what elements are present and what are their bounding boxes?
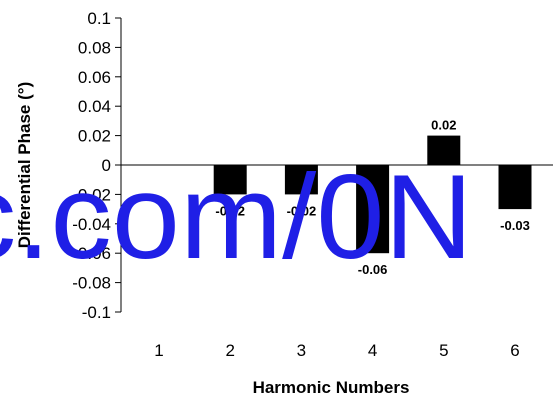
bars — [213, 135, 532, 254]
data-label: -0.02 — [287, 203, 317, 218]
x-tick-label: 6 — [510, 341, 519, 360]
y-tick-label: -0.1 — [82, 303, 111, 322]
y-tick-label: 0.02 — [78, 127, 111, 146]
y-tick-label: 0 — [102, 156, 111, 175]
y-tick-label: 0.08 — [78, 38, 111, 57]
bar — [284, 165, 318, 195]
x-tick-label: 1 — [154, 341, 163, 360]
x-tick-label: 5 — [439, 341, 448, 360]
x-axis-title: Harmonic Numbers — [253, 378, 410, 397]
data-label: 0.02 — [431, 118, 456, 133]
y-tick-label: -0.08 — [72, 274, 111, 293]
y-tick-label: -0.02 — [72, 185, 111, 204]
y-tick-label: -0.04 — [72, 215, 111, 234]
axes — [115, 17, 553, 313]
data-label: -0.06 — [358, 262, 388, 277]
y-tick-label: 0.06 — [78, 68, 111, 87]
x-tick-label: 2 — [225, 341, 234, 360]
x-tick-labels: 1 2 3 4 5 6 — [154, 341, 519, 360]
bar — [498, 165, 532, 210]
y-tick-label: 0.1 — [87, 9, 111, 28]
y-axis-title: Differential Phase (°) — [15, 82, 34, 248]
bar — [427, 135, 461, 165]
bar — [356, 165, 390, 254]
y-tick-label: -0.06 — [72, 244, 111, 263]
x-tick-label: 3 — [297, 341, 306, 360]
data-label: -0.02 — [215, 203, 245, 218]
data-labels: -0.02 -0.02 -0.06 0.02 -0.03 — [215, 118, 529, 278]
bar — [213, 165, 247, 195]
watermark-text: c.com/0N — [0, 150, 473, 284]
y-tick-labels: 0.1 0.08 0.06 0.04 0.02 0 -0.02 -0.04 -0.06 -0.08… — [72, 9, 111, 322]
x-tick-label: 4 — [368, 341, 377, 360]
y-tick-label: 0.04 — [78, 97, 111, 116]
data-label: -0.03 — [500, 218, 530, 233]
